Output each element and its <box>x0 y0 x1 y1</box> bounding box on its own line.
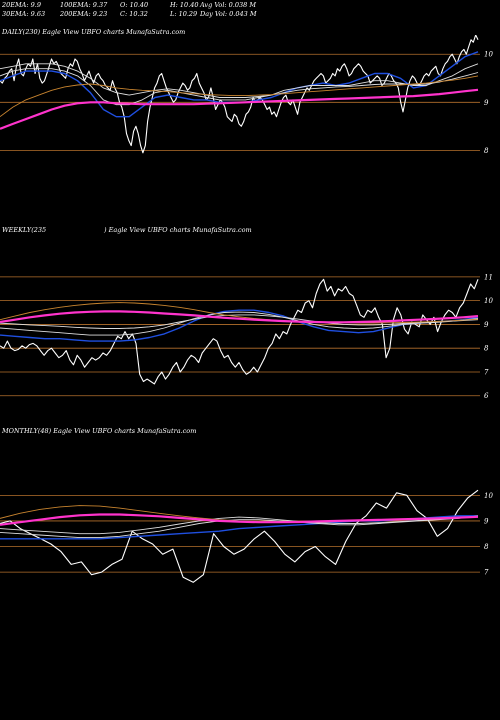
daily-series-ema200 <box>0 88 479 130</box>
monthly-series-ema_d <box>0 513 479 526</box>
weekly-chart: 6 7 8 9 10 11 <box>0 273 493 400</box>
daily-series-ema100 <box>0 75 479 118</box>
weekly-panel-label-left: WEEKLY(235 <box>2 226 47 234</box>
weekly-panel-label-right: ) Eagle View UBFO charts MunafaSutra.com <box>104 226 252 234</box>
weekly-series-ema100 <box>0 302 479 324</box>
weekly-series-ema50 <box>0 314 479 329</box>
daily-series-ema30 <box>0 63 479 106</box>
header-dayvol: Day Vol: 0.043 M <box>200 10 257 18</box>
weekly-tick-label-11: 11 <box>484 273 493 281</box>
monthly-panel-label: MONTHLY(48) Eagle View UBFO charts Munaf… <box>2 427 197 435</box>
daily-chart: 8 9 10 <box>0 35 493 155</box>
daily-series-ema50 <box>0 63 479 98</box>
header-ema30: 30EMA: 9.63 <box>2 10 46 18</box>
header-ema100: 100EMA: 9.37 <box>60 1 108 9</box>
header-open: O: 10.40 <box>120 1 149 9</box>
monthly-series-ema_b <box>0 515 479 539</box>
daily-series-price <box>0 35 479 154</box>
monthly-chart: 7 8 9 10 <box>0 489 493 583</box>
daily-tick-label-8: 8 <box>484 147 489 155</box>
header-low: L: 10.29 <box>170 10 198 18</box>
weekly-tick-label-10: 10 <box>484 297 493 305</box>
weekly-tick-label-9: 9 <box>484 321 489 329</box>
monthly-series-ema_c <box>0 515 479 535</box>
monthly-tick-label-7: 7 <box>484 569 489 577</box>
daily-tick-label-9: 9 <box>484 99 489 107</box>
header-avgvol: Avg Vol: 0.038 M <box>200 1 257 9</box>
monthly-tick-label-10: 10 <box>484 492 493 500</box>
header-high: H: 10.40 <box>170 1 199 9</box>
monthly-series-price <box>0 489 479 583</box>
monthly-tick-label-8: 8 <box>484 543 489 551</box>
weekly-series-ema200 <box>0 310 479 324</box>
weekly-tick-label-7: 7 <box>484 368 489 376</box>
weekly-series-ema30 <box>0 311 479 336</box>
daily-panel-label: DAILY(230) Eagle View UBFO charts Munafa… <box>2 28 186 36</box>
header-ema200: 200EMA: 9.23 <box>60 10 108 18</box>
header-ema20: 20EMA: 9.9 <box>2 1 41 9</box>
weekly-tick-label-6: 6 <box>484 392 489 400</box>
daily-tick-label-10: 10 <box>484 51 493 59</box>
weekly-series-price <box>0 278 479 385</box>
weekly-tick-label-8: 8 <box>484 345 489 353</box>
header-close: C: 10.32 <box>120 10 148 18</box>
weekly-series-ema20 <box>0 309 479 342</box>
monthly-tick-label-9: 9 <box>484 517 489 525</box>
